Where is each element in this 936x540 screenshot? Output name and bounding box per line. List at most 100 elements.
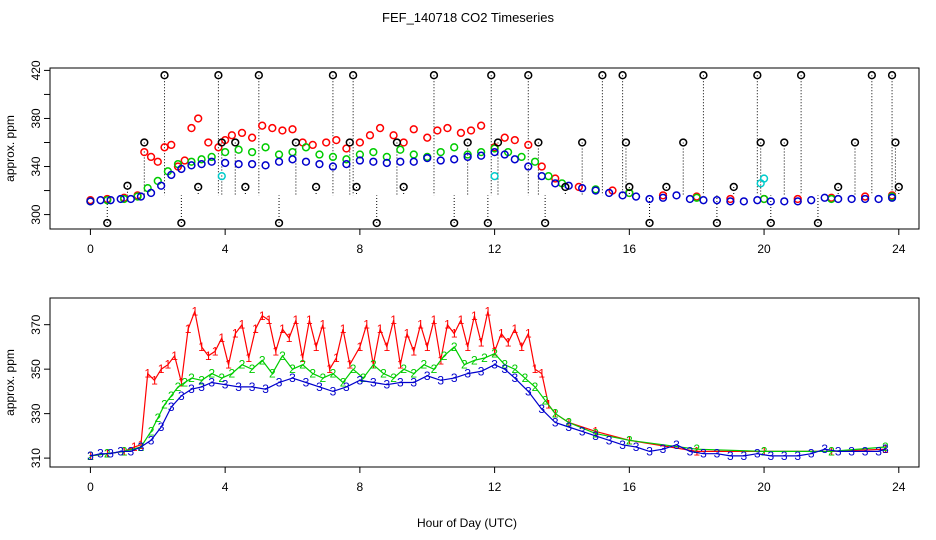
series-point	[392, 138, 402, 147]
series-point	[540, 218, 550, 228]
series-point-label: 3	[303, 376, 310, 390]
series-point-label: 3	[127, 444, 134, 458]
series-point-label: 1	[363, 318, 370, 332]
series-point	[96, 196, 105, 205]
series-point-label: 3	[538, 402, 545, 416]
series-point	[409, 150, 418, 159]
series-point-label: 2	[693, 442, 700, 456]
series-point-label: 3	[821, 442, 828, 456]
series-point	[207, 152, 216, 162]
series-point	[450, 143, 459, 152]
series-point	[261, 161, 270, 170]
series-point-label: 2	[882, 440, 889, 454]
series-point	[241, 182, 250, 192]
series-point	[177, 218, 186, 228]
series-point	[621, 138, 631, 147]
series-point	[729, 182, 738, 192]
series-point-label: 3	[511, 371, 518, 385]
series-point	[146, 152, 156, 162]
series-point	[382, 152, 391, 162]
series-point-label: 3	[579, 424, 586, 438]
series-point	[604, 188, 614, 198]
series-point	[887, 193, 897, 202]
series-point-label: 1	[299, 351, 306, 365]
series-point	[342, 159, 351, 169]
series-point	[396, 157, 405, 166]
y-tick-label: 340	[29, 156, 43, 176]
series-point-label: 2	[431, 362, 438, 376]
series-point	[726, 194, 735, 204]
chart-title: FEF_140718 CO2 Timeseries	[382, 10, 554, 25]
series-point	[140, 138, 149, 147]
series-point-label: 1	[151, 373, 158, 387]
series-point-label: 2	[511, 362, 518, 376]
series-point	[578, 138, 587, 147]
x-tick-label: 0	[87, 480, 94, 494]
series-point-label: 1	[165, 358, 172, 372]
series-point	[699, 71, 708, 80]
series-point-label: 2	[148, 424, 155, 438]
series-point	[645, 194, 654, 204]
series-point-label: 1	[417, 318, 424, 332]
series-point	[476, 147, 486, 157]
series-point	[258, 121, 267, 130]
series-point-label: 2	[501, 358, 508, 372]
series-point-label: 2	[410, 367, 417, 381]
series-point-label: 2	[552, 407, 559, 421]
y-tick-label: 370	[29, 314, 43, 334]
series-point	[753, 71, 762, 80]
series-point-label: 3	[700, 447, 707, 461]
series-point	[291, 138, 301, 147]
series-point	[766, 218, 775, 228]
series-point	[143, 183, 152, 193]
series-point	[157, 181, 166, 190]
series-point-label: 1	[485, 304, 492, 318]
series-point	[739, 197, 749, 206]
series-point-label: 2	[370, 358, 377, 372]
series-point	[820, 193, 829, 202]
series-point-label: 2	[330, 367, 337, 381]
series-point-label: 3	[619, 438, 626, 452]
series-point-label: 2	[208, 367, 215, 381]
series-point-label: 3	[437, 373, 444, 387]
series-point-label: 2	[380, 367, 387, 381]
series-point	[679, 138, 688, 147]
series-point	[490, 144, 499, 153]
series-point	[328, 162, 338, 171]
top-panel: 0 4 8 12 16 20 24 300 340 380 420 approx. ppm	[3, 60, 920, 256]
series-point	[311, 182, 321, 192]
series-point	[867, 71, 876, 80]
y-tick-label: 420	[29, 60, 43, 80]
y-axis-label: approx. ppm	[3, 349, 17, 416]
series-point	[766, 197, 775, 206]
series-point-label: 2	[249, 362, 256, 376]
series-point	[537, 162, 546, 171]
series-point-label: 3	[316, 380, 323, 394]
series-point-label: 1	[232, 327, 239, 341]
series-point-label: 2	[279, 349, 286, 363]
series-point-label: 1	[218, 331, 225, 345]
x-tick-label: 16	[623, 480, 637, 494]
series-point-label: 1	[505, 335, 512, 349]
series-point-label: 3	[138, 440, 145, 454]
series-point-label: 2	[565, 416, 572, 430]
y-tick-label: 350	[29, 359, 43, 379]
series-point-label: 3	[107, 447, 114, 461]
series-point	[315, 159, 324, 169]
series-point-label: 2	[269, 367, 276, 381]
series-point	[278, 126, 287, 135]
series-point	[753, 196, 762, 205]
series-point	[177, 164, 186, 174]
series-point-label: 3	[249, 380, 256, 394]
series-point	[217, 138, 226, 147]
series-point	[227, 131, 237, 140]
series-point	[342, 155, 351, 164]
series-point	[847, 194, 856, 204]
series-point-label: 3	[491, 358, 498, 372]
series-point-label: 3	[262, 382, 269, 396]
series-point	[476, 151, 486, 160]
x-tick-label: 12	[488, 242, 502, 256]
series-point-label: 3	[178, 389, 185, 403]
series-point	[537, 171, 546, 181]
series-point-label: 2	[461, 358, 468, 372]
